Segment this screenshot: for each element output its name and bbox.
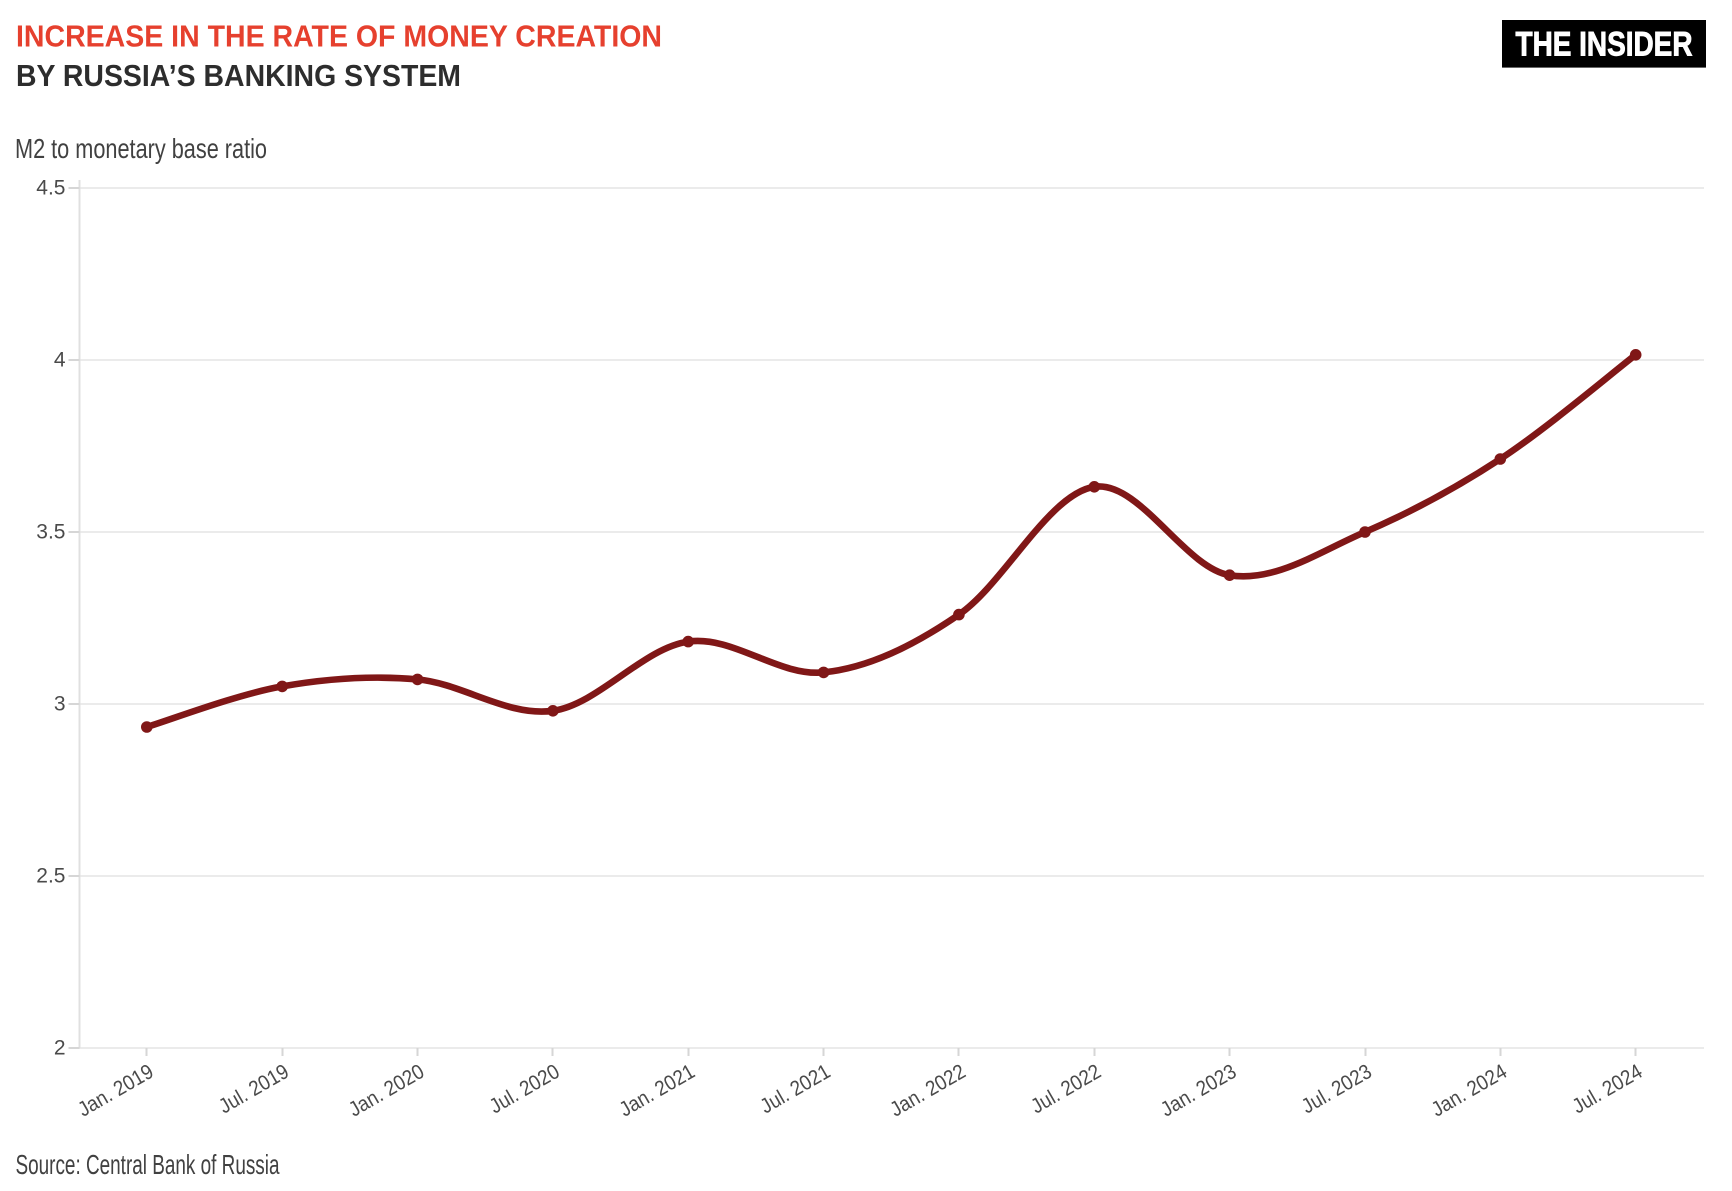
svg-text:3.5: 3.5 — [36, 521, 65, 544]
svg-text:BY RUSSIA’S BANKING SYSTEM: BY RUSSIA’S BANKING SYSTEM — [16, 58, 461, 93]
svg-text:THE INSIDER: THE INSIDER — [1516, 26, 1693, 64]
svg-text:4: 4 — [54, 349, 66, 372]
svg-text:M2 to monetary base ratio: M2 to monetary base ratio — [15, 133, 267, 164]
svg-text:2.5: 2.5 — [36, 865, 65, 888]
svg-text:INCREASE IN THE RATE OF MONEY: INCREASE IN THE RATE OF MONEY CREATION — [16, 19, 662, 54]
svg-text:4.5: 4.5 — [36, 177, 65, 200]
svg-text:2: 2 — [54, 1037, 66, 1060]
svg-text:3: 3 — [54, 693, 66, 716]
svg-text:Source: Central Bank of Russia: Source: Central Bank of Russia — [16, 1149, 280, 1180]
